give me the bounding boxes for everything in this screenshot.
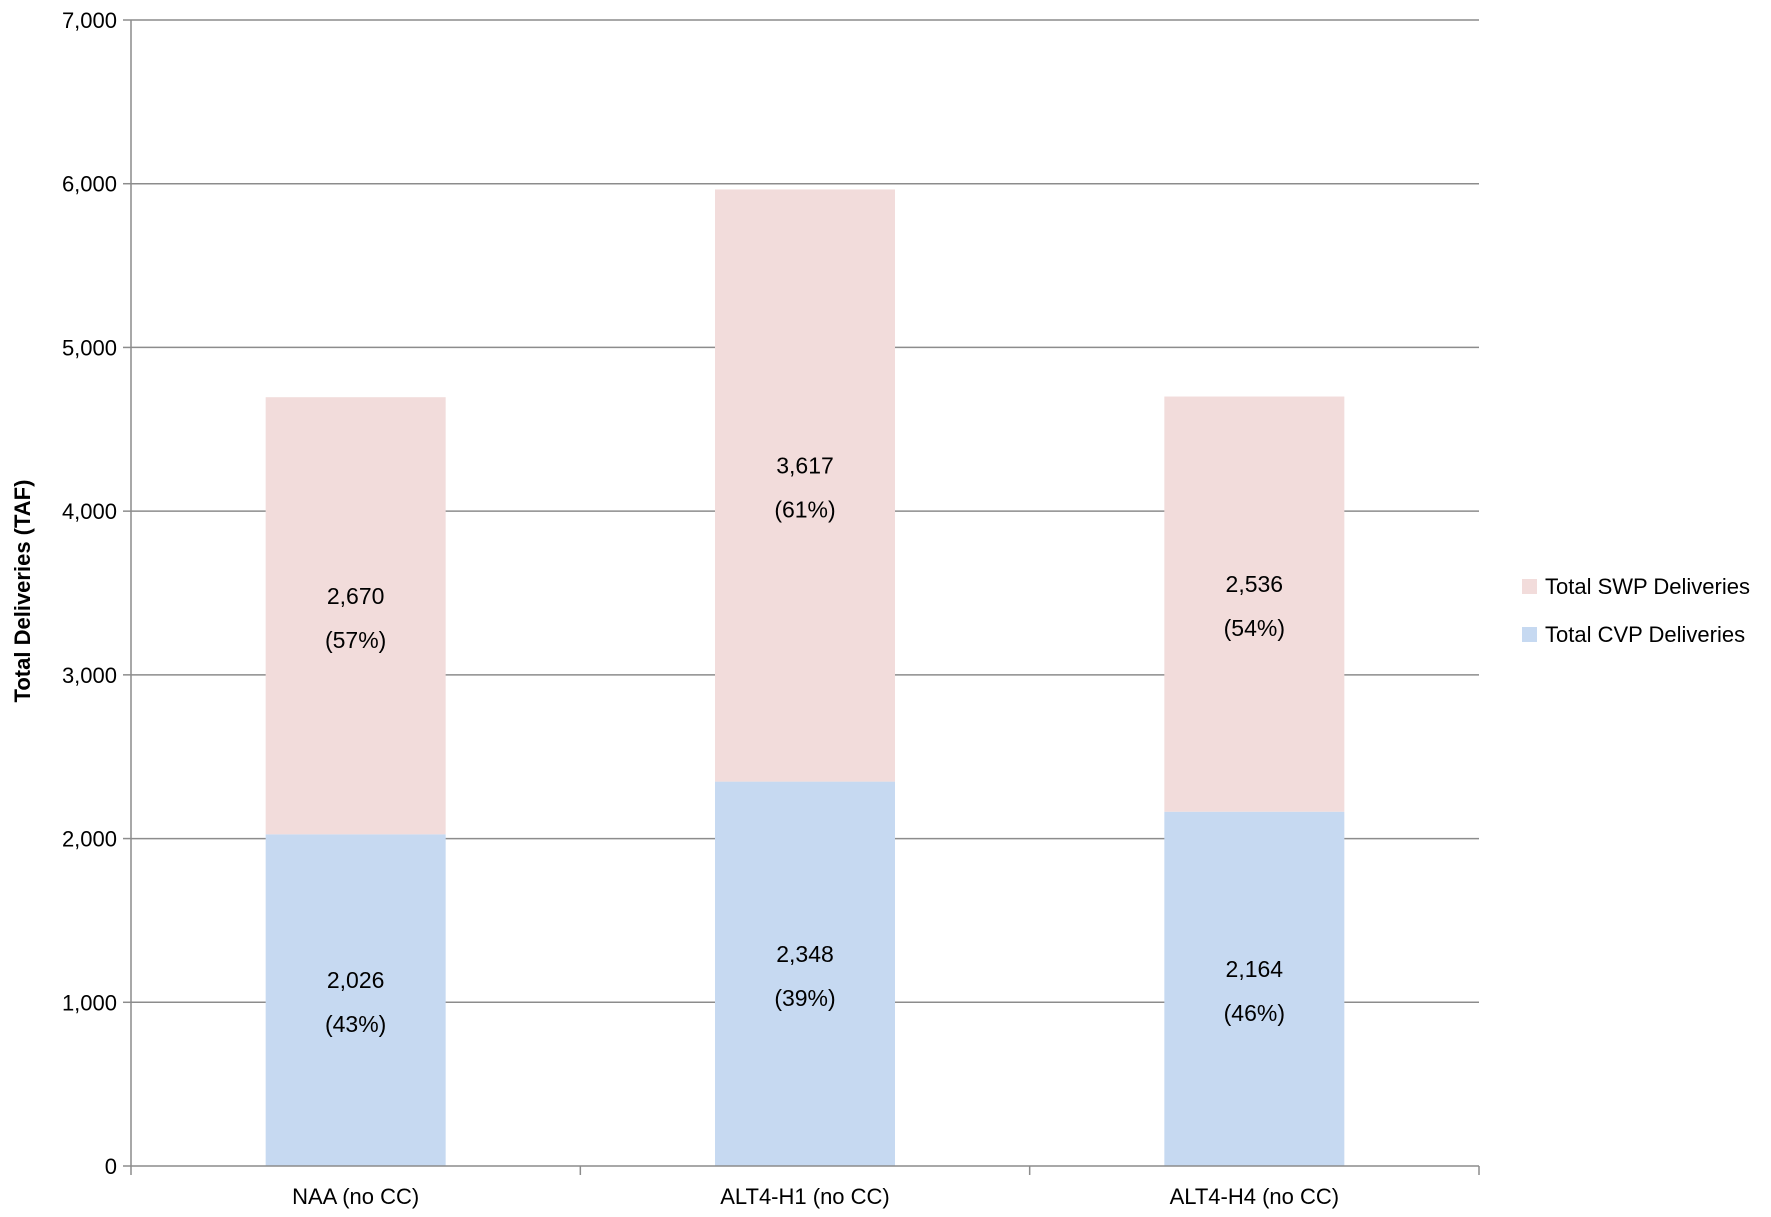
legend-swatch	[1522, 579, 1537, 594]
y-tick-label: 0	[105, 1154, 117, 1179]
bar-segment	[715, 189, 895, 782]
data-labels: 2,026 (43%) 2,670 (57%) 2,348 (39%) 3,617 (61%)…	[325, 453, 1285, 1038]
bar-segment	[265, 834, 446, 1166]
data-label-value: 2,670	[327, 583, 385, 609]
y-tick-label: 1,000	[62, 990, 117, 1015]
y-tick-label: 7,000	[62, 8, 117, 33]
x-category-label: ALT4-H1 (no CC)	[720, 1184, 890, 1209]
bars	[265, 189, 1345, 1166]
data-label-value: 2,026	[327, 967, 385, 993]
data-label-percent: (54%)	[1224, 615, 1285, 641]
data-label-value: 2,348	[776, 941, 834, 967]
data-label-percent: (57%)	[325, 627, 386, 653]
bar-segment	[715, 781, 895, 1166]
y-tick-label: 6,000	[62, 172, 117, 197]
y-tick-label: 2,000	[62, 827, 117, 852]
data-label-percent: (43%)	[325, 1011, 386, 1037]
x-category-label: NAA (no CC)	[292, 1184, 419, 1209]
bar-segment	[265, 397, 446, 835]
legend-label: Total SWP Deliveries	[1545, 574, 1750, 599]
data-label-percent: (46%)	[1224, 1000, 1285, 1026]
bar-segment	[1164, 811, 1345, 1166]
y-axis-title: Total Deliveries (TAF)	[10, 480, 35, 703]
legend-label: Total CVP Deliveries	[1545, 622, 1745, 647]
x-category-label: ALT4-H4 (no CC)	[1170, 1184, 1340, 1209]
legend-swatch	[1522, 627, 1537, 642]
axes: 0 1,000 2,000 3,000 4,000 5,000 6,000 7,000 NAA …	[62, 8, 1480, 1209]
data-label-value: 2,164	[1226, 956, 1284, 982]
data-label-percent: (61%)	[774, 497, 835, 523]
y-tick-label: 5,000	[62, 335, 117, 360]
y-tick-label: 4,000	[62, 499, 117, 524]
data-label-value: 3,617	[776, 453, 834, 479]
data-label-value: 2,536	[1226, 571, 1284, 597]
bar-segment	[1164, 396, 1345, 812]
data-label-percent: (39%)	[774, 985, 835, 1011]
y-tick-label: 3,000	[62, 663, 117, 688]
legend: Total SWP Deliveries Total CVP Deliveries	[1522, 574, 1750, 647]
